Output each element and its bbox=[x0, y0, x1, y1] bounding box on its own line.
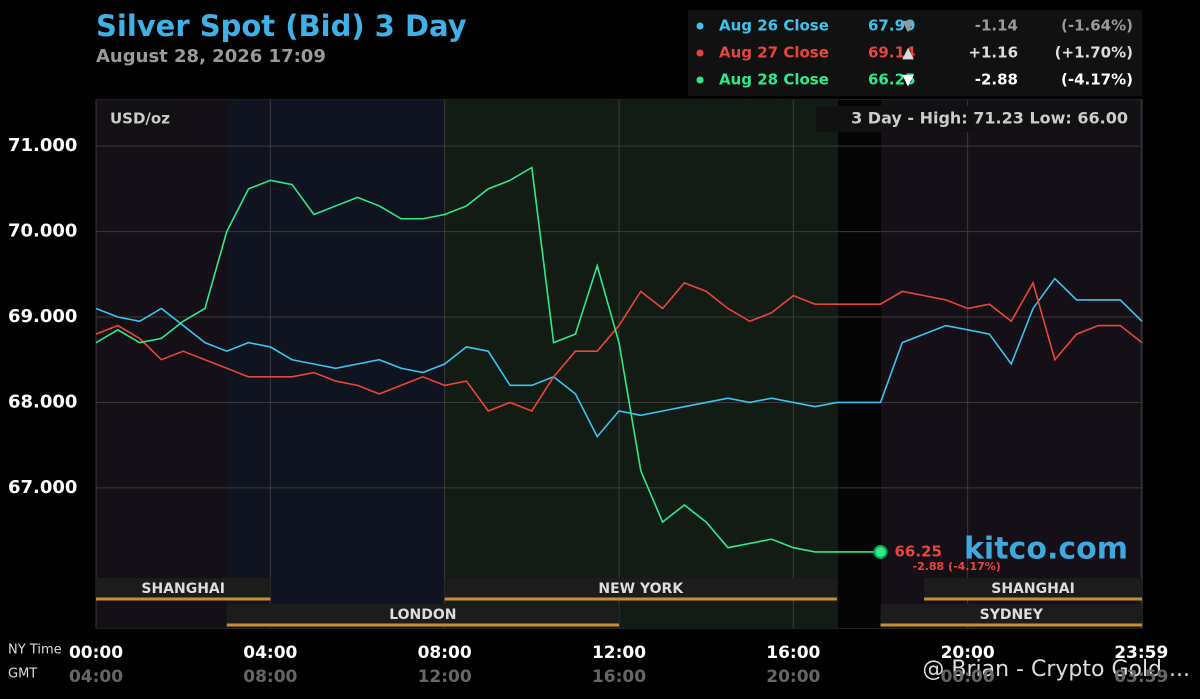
session-band bbox=[96, 578, 271, 600]
x-tick-label: 08:00 bbox=[418, 643, 472, 663]
x-tick-label-gmt: 04:00 bbox=[69, 667, 123, 687]
legend-change: -2.88 bbox=[975, 71, 1018, 89]
end-sublabel: -2.88 (-4.17%) bbox=[913, 560, 1001, 573]
x-tick-label: 20:00 bbox=[941, 643, 995, 663]
x-tick-label: 04:00 bbox=[243, 643, 297, 663]
sessions: SHANGHAI NEW YORK SHANGHAI LONDON SYDNEY bbox=[96, 578, 1142, 627]
subtitle: August 28, 2026 17:09 bbox=[96, 46, 326, 67]
y-tick-label: 67.000 bbox=[8, 477, 77, 498]
chart-title: Silver Spot (Bid) 3 Day bbox=[96, 9, 467, 43]
session-label: SYDNEY bbox=[980, 607, 1044, 623]
session-band bbox=[924, 578, 1142, 600]
legend-pct: (-4.17%) bbox=[1061, 71, 1133, 89]
x-tick-label: 00:00 bbox=[69, 643, 123, 663]
legend-change: +1.16 bbox=[968, 44, 1018, 62]
lines bbox=[95, 166, 1143, 559]
end-marker bbox=[873, 544, 888, 559]
y-tick-label: 68.000 bbox=[8, 391, 77, 412]
brand: kitco.com bbox=[964, 532, 1128, 567]
zone-london bbox=[227, 100, 444, 628]
x-tick-label-gmt: 03:59 bbox=[1114, 667, 1168, 687]
session-label: SHANGHAI bbox=[141, 581, 225, 597]
x-tick-label-gmt: 12:00 bbox=[418, 667, 472, 687]
watermark: @ Brian - Crypto Gold ... bbox=[922, 657, 1190, 682]
legend-change: -1.14 bbox=[975, 17, 1018, 35]
legend-arrow: ▼ bbox=[902, 71, 914, 89]
unit-label: USD/oz bbox=[110, 110, 170, 128]
x-tick-label-gmt: 00:00 bbox=[941, 667, 995, 687]
legend-arrow: ▼ bbox=[902, 17, 914, 35]
x-tick-label-gmt: 16:00 bbox=[592, 667, 646, 687]
x-row-label: NY Time bbox=[8, 643, 62, 658]
session-band bbox=[444, 578, 837, 600]
session-label: LONDON bbox=[389, 607, 456, 623]
x-tick-label: 12:00 bbox=[592, 643, 646, 663]
session-band bbox=[226, 604, 619, 626]
high-low-box bbox=[816, 106, 1136, 132]
y-tick-label: 69.000 bbox=[8, 306, 77, 327]
grid bbox=[95, 100, 1142, 628]
legend-label: Aug 27 Close bbox=[719, 44, 829, 62]
series-line bbox=[95, 277, 1143, 439]
legend-pct: (-1.64%) bbox=[1061, 17, 1133, 35]
legend-close: 69.14 bbox=[868, 44, 915, 62]
legend-pct: (+1.70%) bbox=[1055, 44, 1133, 62]
y-tick-label: 71.000 bbox=[8, 135, 77, 156]
legend-close: 66.25 bbox=[868, 71, 915, 89]
x-tick-label: 16:00 bbox=[766, 643, 820, 663]
session-label: SHANGHAI bbox=[991, 581, 1075, 597]
end-label: 66.25 bbox=[895, 542, 942, 560]
zone-new-york bbox=[444, 100, 838, 628]
x-tick-label-gmt: 08:00 bbox=[243, 667, 297, 687]
session-label: NEW YORK bbox=[598, 581, 684, 597]
zone-asia bbox=[96, 100, 227, 628]
x-tick-label-gmt: 20:00 bbox=[766, 667, 820, 687]
zone-closed bbox=[838, 100, 881, 628]
series-line bbox=[95, 166, 881, 553]
legend-marker bbox=[696, 49, 704, 57]
high-low: 3 Day - High: 71.23 Low: 66.00 bbox=[851, 109, 1128, 128]
legend-close: 67.99 bbox=[868, 17, 915, 35]
x-row-label: GMT bbox=[8, 667, 37, 682]
legend-marker bbox=[696, 76, 704, 84]
legend-label: Aug 26 Close bbox=[719, 17, 829, 35]
legend-label: Aug 28 Close bbox=[719, 71, 829, 89]
legend-box bbox=[688, 10, 1142, 96]
legend-arrow: ▲ bbox=[902, 44, 914, 62]
unit-box bbox=[104, 106, 180, 132]
session-band bbox=[880, 604, 1142, 626]
series-line bbox=[95, 280, 1143, 412]
legend-marker bbox=[696, 22, 704, 30]
x-tick-label: 23:59 bbox=[1114, 643, 1168, 663]
y-tick-label: 70.000 bbox=[8, 221, 77, 242]
